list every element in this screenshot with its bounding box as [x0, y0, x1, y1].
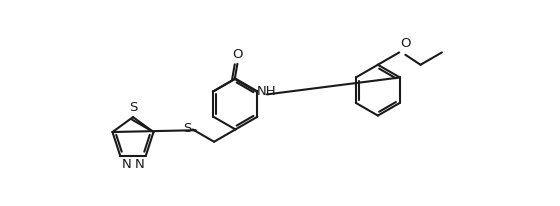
Text: S: S	[129, 101, 137, 114]
Text: N: N	[134, 158, 144, 171]
Text: S: S	[183, 122, 191, 135]
Text: O: O	[400, 37, 410, 50]
Text: NH: NH	[257, 85, 277, 98]
Text: N: N	[122, 158, 132, 171]
Text: O: O	[232, 48, 242, 61]
